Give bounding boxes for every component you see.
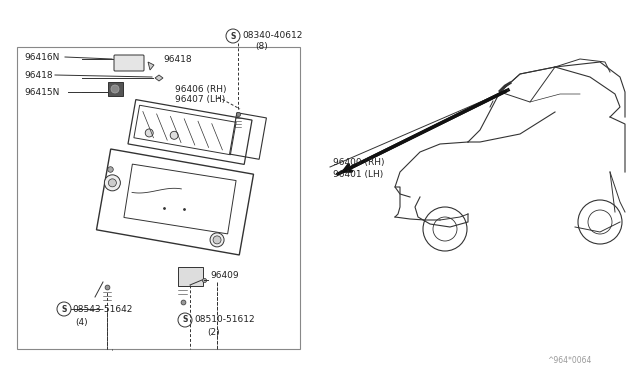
Text: 96406 (RH): 96406 (RH) — [175, 84, 227, 93]
Text: 96407 (LH): 96407 (LH) — [175, 94, 225, 103]
Text: 96401 (LH): 96401 (LH) — [333, 170, 383, 179]
Text: ^964*0064: ^964*0064 — [547, 356, 591, 365]
Text: 08510-51612: 08510-51612 — [194, 315, 255, 324]
Circle shape — [213, 236, 221, 244]
Text: 96418: 96418 — [163, 55, 191, 64]
Bar — [17, 47, 300, 349]
FancyBboxPatch shape — [177, 266, 202, 285]
Circle shape — [111, 85, 119, 93]
Text: 08543-51642: 08543-51642 — [72, 305, 132, 314]
Polygon shape — [148, 62, 154, 70]
Polygon shape — [155, 75, 163, 81]
FancyBboxPatch shape — [114, 55, 144, 71]
Circle shape — [210, 233, 224, 247]
Text: (8): (8) — [255, 42, 268, 51]
Text: S: S — [182, 315, 188, 324]
Text: 08340-40612: 08340-40612 — [242, 31, 302, 39]
Circle shape — [104, 175, 120, 191]
Text: 96416N: 96416N — [24, 52, 60, 61]
Text: 96400 (RH): 96400 (RH) — [333, 157, 385, 167]
Circle shape — [170, 131, 178, 139]
FancyBboxPatch shape — [108, 81, 122, 96]
Text: 96409: 96409 — [210, 272, 239, 280]
Circle shape — [145, 129, 153, 137]
Text: S: S — [61, 305, 67, 314]
Text: S: S — [230, 32, 236, 41]
Circle shape — [108, 179, 116, 187]
Text: 96418: 96418 — [24, 71, 52, 80]
Text: (2): (2) — [207, 327, 220, 337]
Text: (4): (4) — [75, 317, 88, 327]
Text: 96415N: 96415N — [24, 87, 60, 96]
